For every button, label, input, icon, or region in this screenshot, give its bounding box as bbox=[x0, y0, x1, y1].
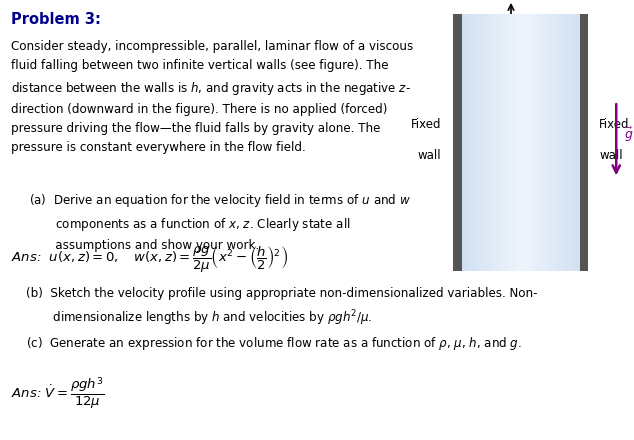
Text: wall: wall bbox=[418, 149, 441, 162]
Text: $\rho$, $\mu$: $\rho$, $\mu$ bbox=[506, 102, 534, 116]
Text: Ans: $\dot{V} = \dfrac{\rho g h^3}{12\mu}$: Ans: $\dot{V} = \dfrac{\rho g h^3}{12\mu… bbox=[11, 375, 105, 411]
Text: Ans:  $u(x,z) = 0,$   $w(x,z) = \dfrac{\rho g}{2\mu}\left(x^2 - \left(\dfrac{h}{: Ans: $u(x,z) = 0,$ $w(x,z) = \dfrac{\rho… bbox=[11, 245, 288, 275]
Text: Fixed: Fixed bbox=[411, 118, 441, 131]
Text: Consider steady, incompressible, parallel, laminar flow of a viscous
fluid falli: Consider steady, incompressible, paralle… bbox=[11, 40, 413, 154]
Text: Fluid:: Fluid: bbox=[500, 71, 540, 84]
Bar bbox=[579, 14, 588, 271]
Text: x: x bbox=[551, 26, 557, 36]
Text: (c)  Generate an expression for the volume flow rate as a function of $\rho$, $\: (c) Generate an expression for the volum… bbox=[11, 335, 522, 352]
Bar bbox=[453, 14, 462, 271]
Text: (a)  Derive an equation for the velocity field in terms of $u$ and $w$
       co: (a) Derive an equation for the velocity … bbox=[29, 192, 410, 253]
Text: Problem 3:: Problem 3: bbox=[11, 12, 101, 27]
Text: (b)  Sketch the velocity profile using appropriate non-dimensionalized variables: (b) Sketch the velocity profile using ap… bbox=[11, 287, 538, 328]
Text: Fixed: Fixed bbox=[599, 118, 630, 131]
Text: $h$: $h$ bbox=[515, 259, 525, 273]
Text: $\vec{g}$: $\vec{g}$ bbox=[624, 126, 633, 144]
Text: wall: wall bbox=[599, 149, 623, 162]
